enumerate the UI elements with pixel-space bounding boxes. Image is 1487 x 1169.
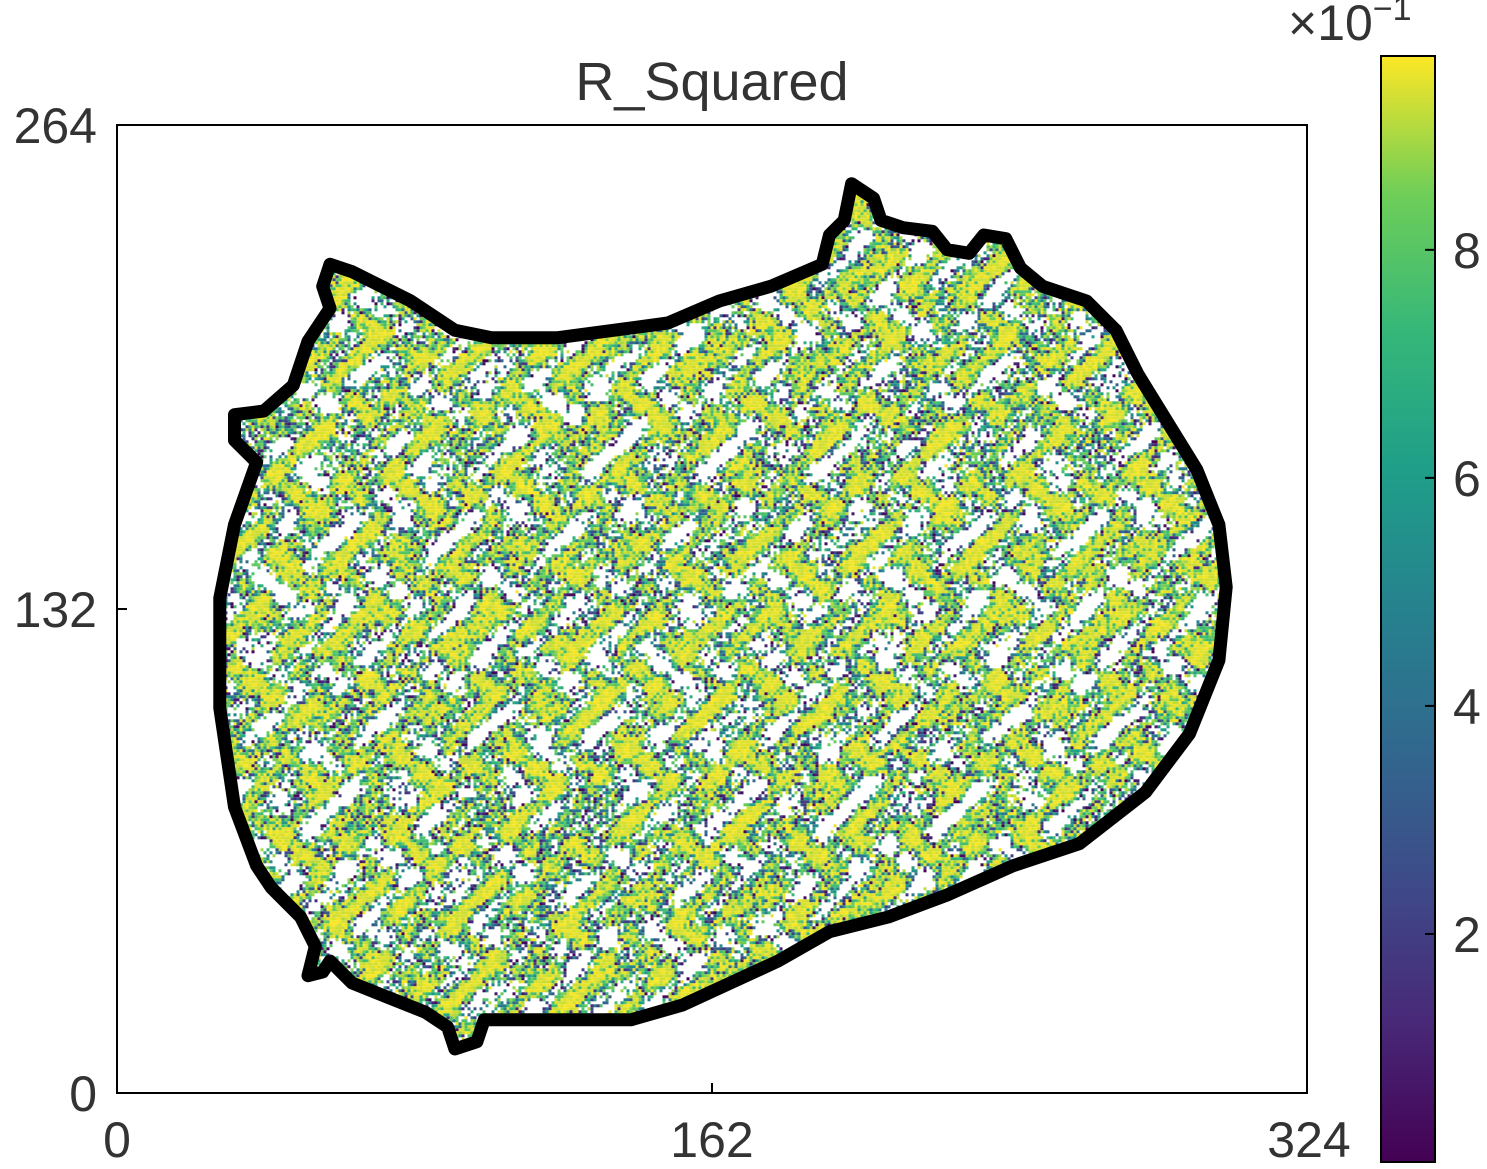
heatmap-cell [867, 206, 870, 209]
heatmap-cell [867, 218, 870, 221]
heatmap-cell [876, 227, 879, 230]
heatmap-cell [852, 218, 855, 221]
heatmap-cell [885, 233, 888, 236]
heatmap-cell [864, 206, 867, 209]
heatmap-cell [870, 218, 873, 221]
heatmap-cell [879, 233, 882, 236]
heatmap-cell [855, 215, 858, 218]
heatmap-cell [876, 233, 879, 236]
heatmap-cell [867, 212, 870, 215]
heatmap-cell [846, 233, 849, 236]
heatmap-cell [867, 224, 870, 227]
heatmap-cell [858, 212, 861, 215]
heatmap-cell [858, 203, 861, 206]
heatmap-cell [867, 221, 870, 224]
heatmap-cell [861, 221, 864, 224]
heatmap-cell [852, 215, 855, 218]
heatmap-cell [861, 224, 864, 227]
heatmap-cell [858, 209, 861, 212]
heatmap-cell [873, 230, 876, 233]
heatmap-cell [870, 224, 873, 227]
heatmap-cell [858, 197, 861, 200]
heatmap-cell [852, 224, 855, 227]
heatmap-cell [861, 203, 864, 206]
heatmap-cell [849, 224, 852, 227]
heatmap-cell [858, 224, 861, 227]
heatmap-cell [855, 218, 858, 221]
heatmap-cell [858, 218, 861, 221]
heatmap-cell [861, 200, 864, 203]
heatmap-cell [858, 230, 861, 233]
heatmap-cell [849, 230, 852, 233]
heatmap-cell [870, 215, 873, 218]
heatmap-cell [852, 221, 855, 224]
heatmap-cell [846, 230, 849, 233]
heatmap-cell [855, 203, 858, 206]
heatmap-cell [852, 227, 855, 230]
heatmap-cell [855, 227, 858, 230]
heatmap-cell [858, 206, 861, 209]
heatmap-cell [864, 209, 867, 212]
heatmap-cell [858, 200, 861, 203]
heatmap-cell [855, 209, 858, 212]
heatmap-cell [873, 227, 876, 230]
heatmap-cell [888, 233, 891, 236]
heatmap-cell [855, 212, 858, 215]
heatmap-cell [855, 200, 858, 203]
heatmap-cell [855, 206, 858, 209]
heatmap-cell [888, 230, 891, 233]
heatmap-cell [879, 230, 882, 233]
chart-title: R_Squared [575, 52, 848, 112]
heatmap-cell [861, 215, 864, 218]
heatmap-cell [867, 227, 870, 230]
heatmap-cell [864, 203, 867, 206]
heatmap-cell [879, 227, 882, 230]
heatmap-cell [870, 221, 873, 224]
heatmap-cell [867, 215, 870, 218]
heatmap-cell [855, 224, 858, 227]
heatmap-cell [891, 233, 894, 236]
heatmap-cell [840, 233, 843, 236]
heatmap-cell [870, 227, 873, 230]
heatmap-cell [894, 233, 897, 236]
heatmap-cell [897, 233, 900, 236]
heatmap-cell [864, 212, 867, 215]
heatmap-cell [864, 221, 867, 224]
heatmap-cell [843, 233, 846, 236]
heatmap-cell [861, 212, 864, 215]
heatmap-cell [864, 215, 867, 218]
heatmap-cell [885, 230, 888, 233]
heatmap-cell [867, 209, 870, 212]
heatmap-cell [882, 233, 885, 236]
heatmap-cell [882, 230, 885, 233]
heatmap-cell [876, 230, 879, 233]
heatmap-cell [855, 221, 858, 224]
heatmap-cell [873, 233, 876, 236]
heatmap-cell [843, 230, 846, 233]
heatmap-cell [861, 209, 864, 212]
heatmap-cell [861, 206, 864, 209]
heatmap-cell [858, 215, 861, 218]
heatmap-cell [858, 221, 861, 224]
heatmap-cell [864, 224, 867, 227]
heatmap-cell [864, 218, 867, 221]
heatmap-cell [864, 227, 867, 230]
heatmap-cell [861, 218, 864, 221]
